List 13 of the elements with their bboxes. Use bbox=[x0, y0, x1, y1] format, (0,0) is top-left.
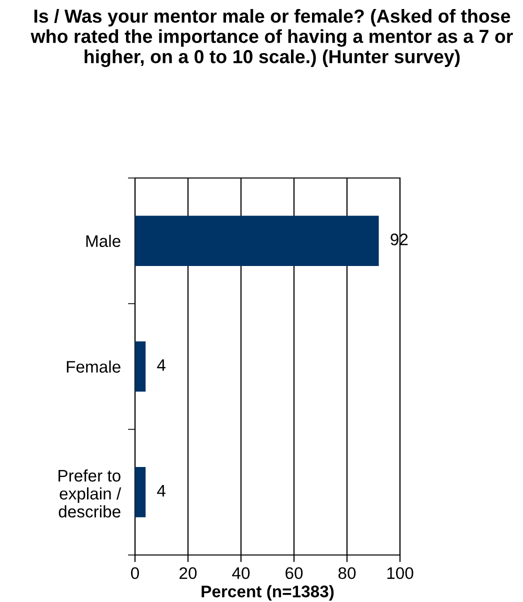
x-tick-label: 20 bbox=[180, 567, 197, 580]
x-tick-label: 60 bbox=[286, 567, 303, 580]
x-tick-label: 100 bbox=[387, 567, 414, 580]
x-tick-label: 0 bbox=[131, 567, 139, 580]
y-tick-label: Prefer to explain / describe bbox=[58, 469, 122, 518]
data-label: 4 bbox=[157, 359, 166, 371]
x-tick-label: 40 bbox=[232, 567, 250, 580]
y-tick-label: Male bbox=[86, 234, 120, 248]
x-axis-title: Percent (n=1383) bbox=[202, 585, 334, 601]
x-tick-label: 80 bbox=[338, 567, 356, 580]
chart-title: Is / Was your mentor male or female? (Asked of those who rated the importance of having a mentor as a 7 or higher, on a 0 to 10 scale.) (Hunter survey) bbox=[30, 9, 513, 68]
data-label: 4 bbox=[157, 485, 166, 496]
y-tick-label: Female bbox=[66, 360, 120, 373]
